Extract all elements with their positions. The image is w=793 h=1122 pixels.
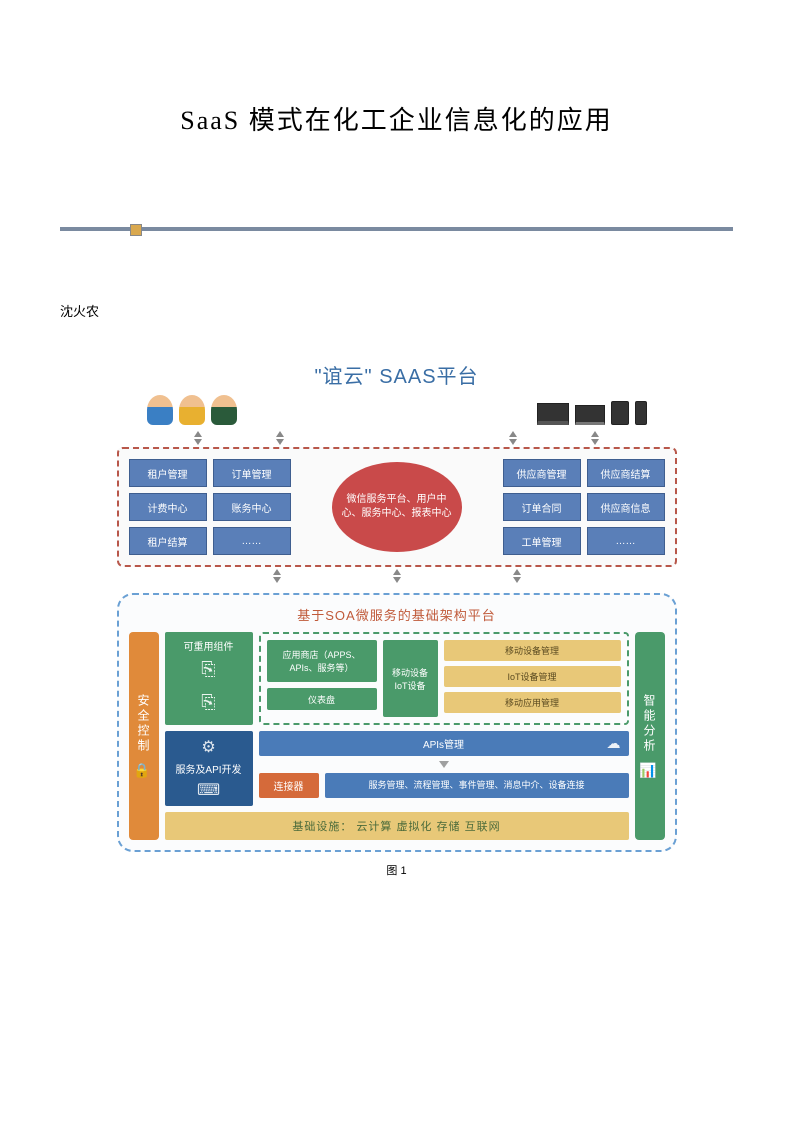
service-dev-label: 服务及API开发 [175,761,241,776]
app-store-box: 应用商店（APPS、APIs、服务等） [267,640,377,682]
platform-header: "谊云" SAAS平台 [117,360,677,389]
arrows-row [117,431,677,445]
analytics-label: 智能分析 [641,694,658,754]
mobile-iot-box: 移动设备IoT设备 [383,640,438,717]
module-box: 供应商信息 [587,493,665,521]
section-divider [60,227,733,231]
phone-icon [635,401,647,425]
person-icon [211,395,237,425]
reusable-label: 可重用组件 [169,638,249,653]
lock-icon: 🔒 [133,762,153,779]
module-box: 订单管理 [213,459,291,487]
device-icons [537,401,647,425]
security-label: 安全控制 [135,694,152,754]
module-box: 供应商结算 [587,459,665,487]
mobile-mgmt-box: 移动设备管理 [444,640,621,661]
arrows-row [117,569,677,583]
tablet-icon [611,401,629,425]
page-title: SaaS 模式在化工企业信息化的应用 [60,100,733,137]
iot-mgmt-box: IoT设备管理 [444,666,621,687]
arrow-down-icon [439,761,449,768]
dashboard-box: 仪表盘 [267,688,377,710]
bidirectional-arrow-icon [271,569,283,583]
cloud-icon: ☁ [607,735,621,752]
bidirectional-arrow-icon [511,569,523,583]
people-icons [147,395,237,425]
center-platform-circle: 微信服务平台、用户中心、服务中心、报表中心 [332,462,462,552]
module-box: …… [587,527,665,555]
module-box: 供应商管理 [503,459,581,487]
platform-name-quoted: "谊云" [314,366,372,388]
soa-layer: 基于SOA微服务的基础架构平台 安全控制 🔒 可重用组件 ⎘ ⎘ [117,593,677,852]
laptop-icon [575,405,605,425]
monitor-icon [537,403,569,425]
copy-icon: ⎘ [169,659,249,680]
code-icon: ⌨ [197,780,220,800]
bidirectional-arrow-icon [192,431,204,445]
module-box: 租户管理 [129,459,207,487]
bidirectional-arrow-icon [507,431,519,445]
module-box: 租户结算 [129,527,207,555]
module-box: 计费中心 [129,493,207,521]
person-icon [147,395,173,425]
bidirectional-arrow-icon [274,431,286,445]
apis-label: APIs管理 [423,736,464,751]
module-box: 工单管理 [503,527,581,555]
figure-caption: 图 1 [117,862,677,878]
inner-dashed-group: 应用商店（APPS、APIs、服务等） 仪表盘 移动设备IoT设备 移动设备管理… [259,632,629,725]
header-icons-row [117,395,677,425]
chart-icon: 📊 [639,762,659,779]
module-box: 订单合同 [503,493,581,521]
copy-icon: ⎘ [169,692,249,713]
soa-title: 基于SOA微服务的基础架构平台 [129,605,665,624]
bidirectional-arrow-icon [589,431,601,445]
analytics-bar: 智能分析 📊 [635,632,665,840]
infrastructure-box: 基础设施： 云计算 虚拟化 存储 互联网 [165,812,629,840]
person-icon [179,395,205,425]
apis-box: APIs管理 ☁ [259,731,629,756]
supplier-boxes: 供应商管理 供应商结算 订单合同 供应商信息 工单管理 …… [503,459,665,555]
author-name: 沈火农 [60,301,733,320]
tenant-boxes: 租户管理 订单管理 计费中心 账务中心 租户结算 …… [129,459,291,555]
app-mgmt-box: 移动应用管理 [444,692,621,713]
diagram-container: "谊云" SAAS平台 租户 [117,360,677,878]
business-layer: 租户管理 订单管理 计费中心 账务中心 租户结算 …… 微信服务平台、用户中心、… [117,447,677,567]
platform-name-suffix: SAAS平台 [373,366,479,388]
module-box: …… [213,527,291,555]
service-mgmt-box: 服务管理、流程管理、事件管理、消息中介、设备连接 [325,773,629,798]
reusable-components: 可重用组件 ⎘ ⎘ [165,632,253,725]
gear-icon: ⚙ [201,737,215,757]
service-dev-box: ⚙ 服务及API开发 ⌨ [165,731,253,806]
module-box: 账务中心 [213,493,291,521]
bidirectional-arrow-icon [391,569,403,583]
connector-box: 连接器 [259,773,319,798]
security-bar: 安全控制 🔒 [129,632,159,840]
